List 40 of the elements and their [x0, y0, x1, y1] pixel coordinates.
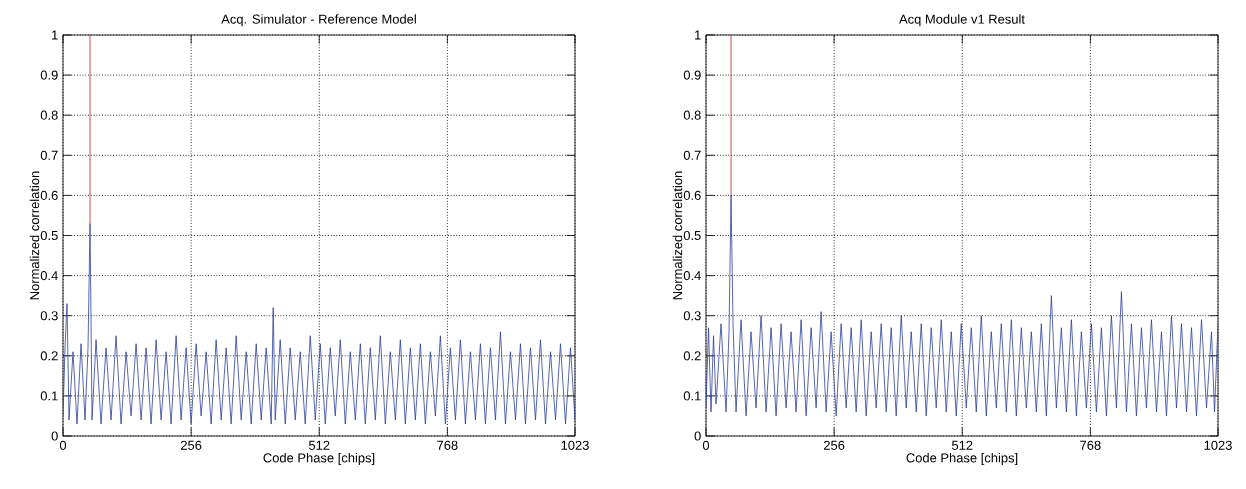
x-tick-label: 256	[180, 440, 202, 450]
y-tick-label: 1	[695, 30, 701, 40]
y-tick-label: 0.3	[683, 311, 701, 321]
y-tick-label: 0.6	[683, 190, 701, 200]
y-tick-label: 0.7	[40, 150, 58, 160]
y-tick-label: 0.4	[683, 271, 701, 281]
x-tick-label: 512	[951, 440, 973, 450]
x-tick-label: 768	[437, 440, 458, 450]
y-tick-label: 0.5	[683, 230, 701, 241]
x-axis-title: Code Phase [chips]	[906, 452, 1018, 466]
y-axis-title: Normalized correlation	[29, 171, 40, 300]
chart-title: Acq. Simulator - Reference Model	[221, 14, 416, 27]
y-tick-label: 0.2	[683, 351, 701, 361]
line-series	[706, 195, 1219, 417]
x-tick-label: 512	[308, 440, 330, 450]
y-tick-label: 0.9	[40, 70, 58, 80]
y-tick-label: 0.5	[40, 230, 58, 241]
y-tick-label: 0.8	[683, 110, 701, 120]
chart-title: Acq Module v1 Result	[899, 14, 1025, 27]
x-tick-label: 1023	[1204, 440, 1232, 450]
y-tick-label: 0.1	[683, 391, 701, 401]
line-series	[63, 223, 576, 425]
y-tick-label: 0.7	[683, 150, 701, 160]
y-tick-label: 0	[51, 431, 58, 441]
y-tick-label: 0.1	[40, 391, 58, 401]
y-tick-label: 0.9	[683, 70, 701, 80]
y-tick-label: 0.8	[40, 110, 58, 120]
y-tick-label: 0.4	[40, 271, 58, 281]
x-tick-label: 1023	[561, 440, 589, 450]
y-tick-label: 0	[694, 431, 701, 441]
y-tick-label: 0.6	[40, 190, 58, 200]
x-axis-title: Code Phase [chips]	[263, 452, 375, 466]
x-tick-label: 0	[59, 440, 67, 450]
y-tick-label: 0.3	[40, 311, 58, 321]
y-tick-label: 0.2	[40, 351, 58, 361]
y-axis-title: Normalized correlation	[672, 171, 683, 300]
x-tick-label: 256	[823, 440, 845, 450]
x-tick-label: 0	[702, 440, 710, 450]
y-tick-label: 1	[52, 30, 58, 40]
x-tick-label: 768	[1080, 440, 1101, 450]
